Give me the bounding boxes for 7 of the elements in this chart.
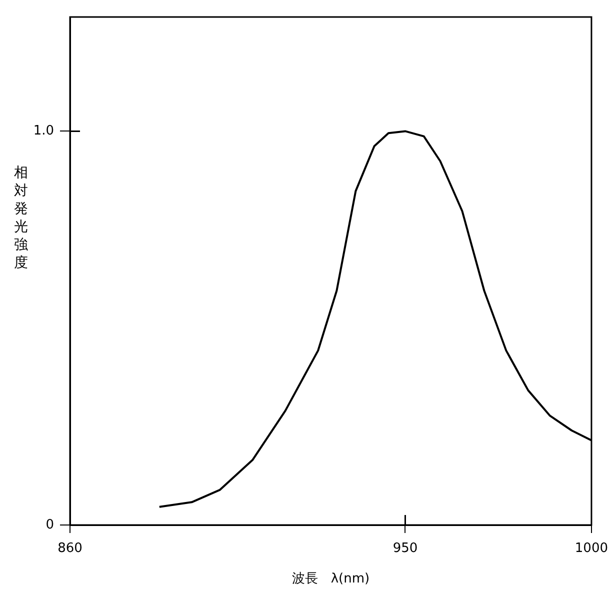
y-axis-title: 相対発光強度 — [14, 164, 29, 272]
x-tick-label: 1000 — [574, 541, 608, 556]
y-tick-label: 0 — [46, 517, 54, 532]
y-tick-label: 1.0 — [33, 124, 54, 139]
x-axis-title: 波長 λ(nm) — [292, 572, 370, 587]
x-tick-label: 860 — [58, 541, 82, 556]
x-tick-label: 950 — [392, 541, 418, 556]
